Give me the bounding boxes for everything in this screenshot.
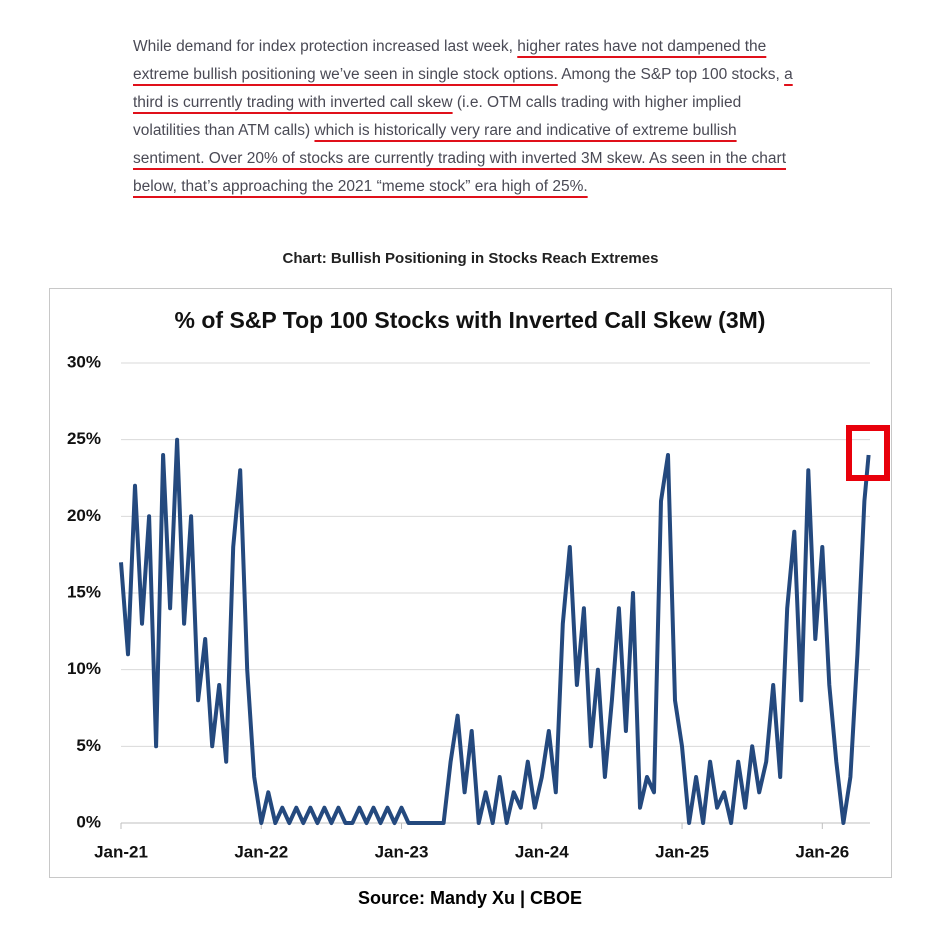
source: Source: Mandy Xu | CBOE	[358, 888, 582, 908]
y-tick-label: 10%	[67, 659, 101, 678]
x-tick-label: Jan-25	[655, 842, 709, 861]
x-tick-label: Jan-26	[795, 842, 849, 861]
y-tick-label: 25%	[67, 429, 101, 448]
article-paragraph: While demand for index protection increa…	[133, 33, 805, 201]
x-tick-label: Jan-22	[234, 842, 288, 861]
x-tick-label: Jan-23	[375, 842, 429, 861]
text: Among the S&P top 100 stocks,	[557, 66, 785, 83]
y-tick-label: 30%	[67, 352, 101, 371]
y-tick-label: 15%	[67, 582, 101, 601]
text: (i.e. OTM calls trading with higher impl…	[133, 94, 742, 139]
underlined-text: which is historically very rare and indi…	[133, 122, 787, 195]
underlined-text: higher rates have not dampened the extre…	[133, 38, 767, 83]
data-line	[119, 437, 871, 825]
highlight-box	[846, 425, 890, 481]
x-tick-label: Jan-24	[515, 842, 569, 861]
chart-title: % of S&P Top 100 Stocks with Inverted Ca…	[175, 307, 766, 333]
chart-caption: Chart: Bullish Positioning in Stocks Rea…	[282, 250, 659, 267]
y-tick-label: 5%	[76, 736, 101, 755]
underlined-text: a third is currently trading with invert…	[133, 66, 793, 111]
x-tick-label: Jan-21	[94, 842, 148, 861]
y-tick-label: 0%	[76, 812, 101, 831]
text: While demand for index protection increa…	[133, 38, 518, 55]
y-tick-label: 20%	[67, 506, 101, 525]
chart-frame	[49, 288, 892, 878]
